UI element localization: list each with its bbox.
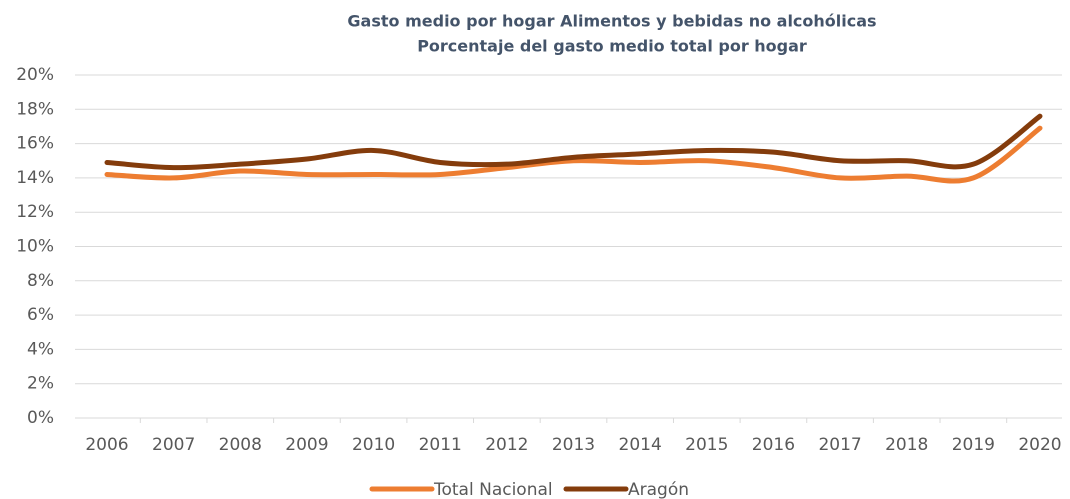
- legend-label: Total Nacional: [433, 480, 553, 499]
- x-tick-label: 2016: [752, 435, 795, 455]
- x-tick-label: 2015: [685, 435, 728, 455]
- y-tick-label: 16%: [16, 134, 54, 154]
- x-tick-label: 2008: [219, 435, 262, 455]
- x-tick-label: 2012: [485, 435, 528, 455]
- y-tick-label: 2%: [27, 374, 54, 394]
- y-tick-label: 10%: [16, 237, 54, 257]
- x-tick-label: 2006: [85, 435, 128, 455]
- x-tick-label: 2017: [818, 435, 861, 455]
- legend-label: Aragón: [628, 480, 689, 499]
- line-series: [104, 125, 1043, 184]
- x-tick-label: 2009: [285, 435, 328, 455]
- y-tick-label: 12%: [16, 202, 54, 222]
- x-tick-label: 2010: [352, 435, 395, 455]
- x-tick-label: 2013: [552, 435, 595, 455]
- y-tick-label: 8%: [27, 271, 54, 291]
- x-tick-label: 2014: [619, 435, 662, 455]
- y-tick-label: 4%: [27, 339, 54, 359]
- chart-subtitle: Porcentaje del gasto medio total por hog…: [417, 37, 807, 56]
- chart-title: Gasto medio por hogar Alimentos y bebida…: [347, 12, 876, 31]
- x-tick-label: 2018: [885, 435, 928, 455]
- x-tick-label: 2020: [1018, 435, 1061, 455]
- x-tick-label: 2019: [952, 435, 995, 455]
- x-tick-label: 2007: [152, 435, 195, 455]
- y-tick-label: 6%: [27, 305, 54, 325]
- x-tick-label: 2011: [419, 435, 462, 455]
- y-tick-label: 18%: [16, 99, 54, 119]
- line-series: [104, 113, 1043, 171]
- y-tick-label: 20%: [16, 65, 54, 85]
- y-tick-label: 14%: [16, 168, 54, 188]
- y-tick-label: 0%: [27, 408, 54, 428]
